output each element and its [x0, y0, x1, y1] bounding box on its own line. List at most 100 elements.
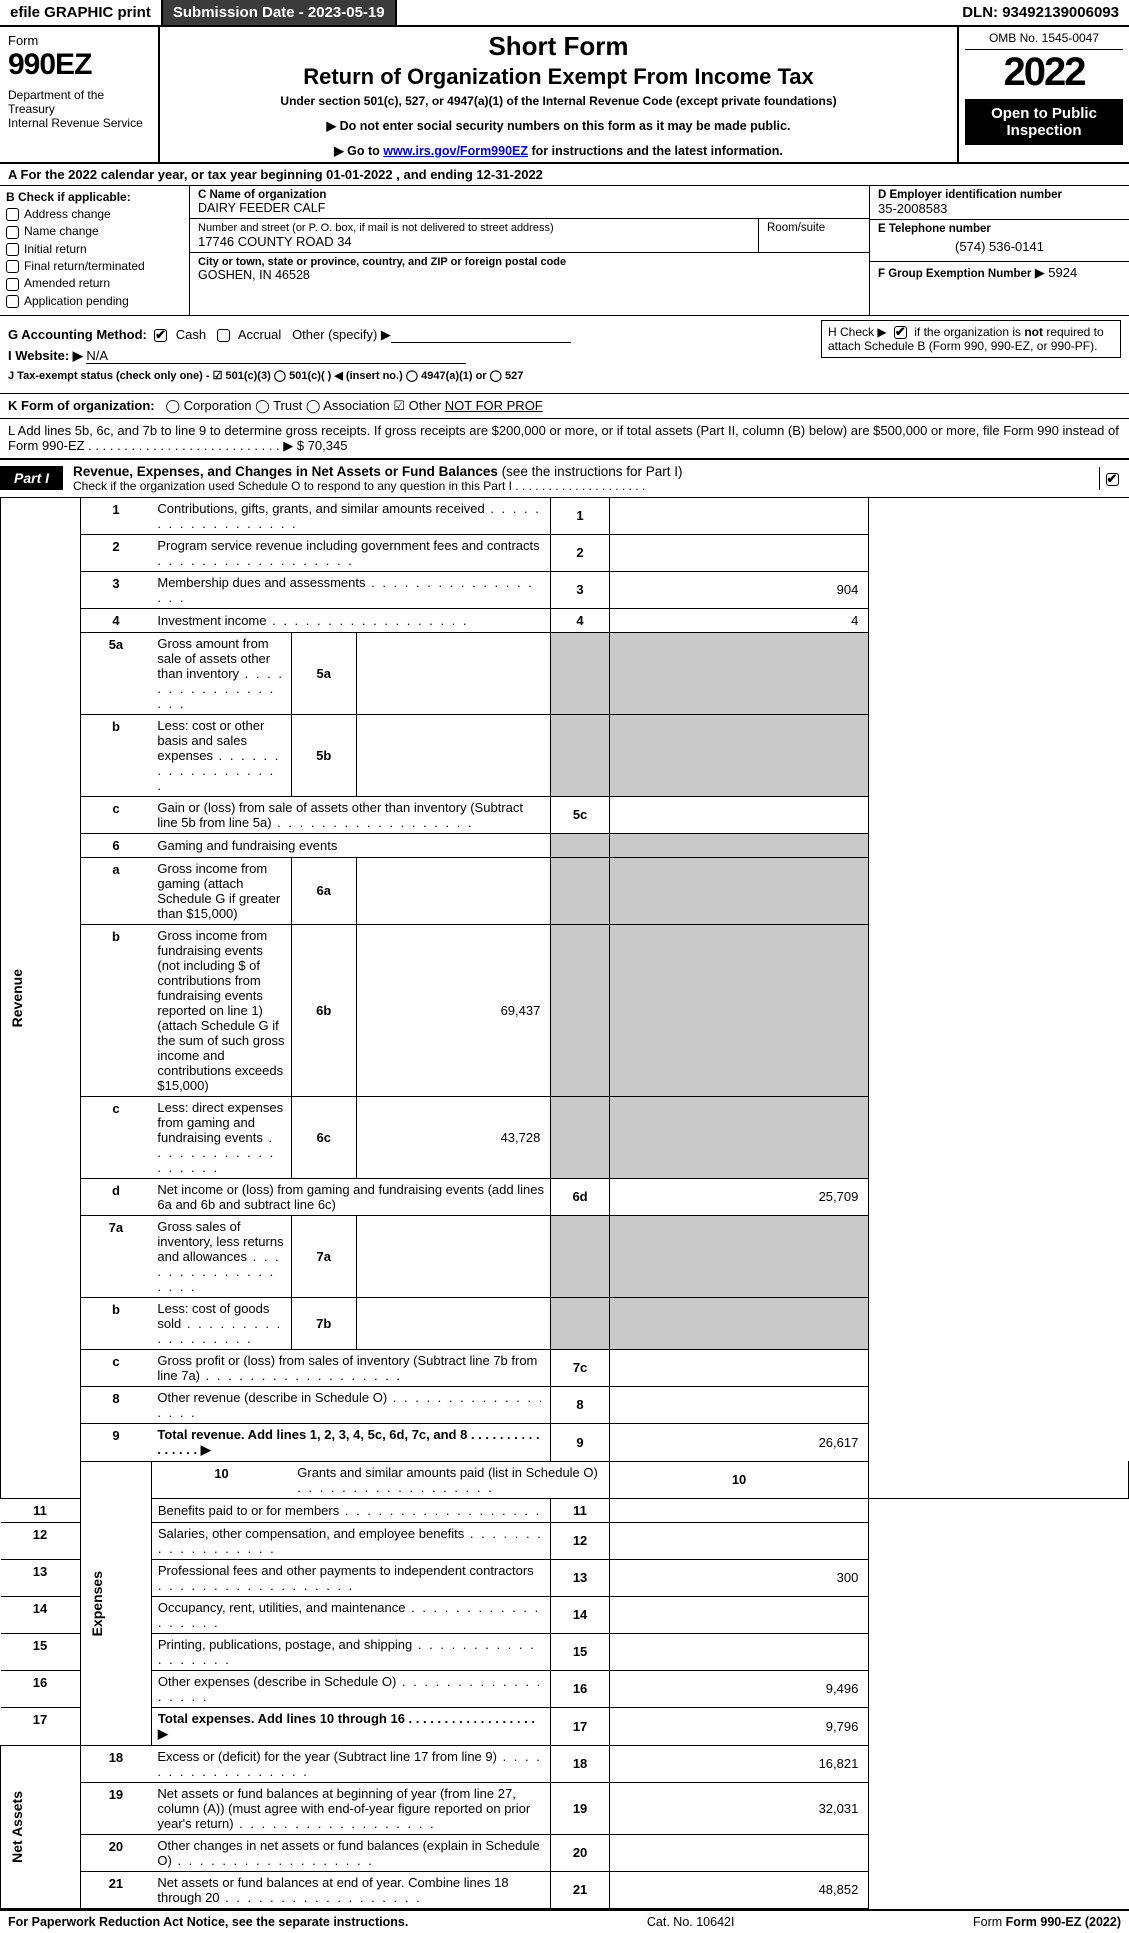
desc-text: Other revenue (describe in Schedule O)	[157, 1390, 387, 1405]
chk-cash[interactable]	[154, 329, 167, 342]
line-19: 19 Net assets or fund balances at beginn…	[1, 1782, 1129, 1834]
line-value: 300	[609, 1559, 869, 1596]
dots-icon	[266, 613, 468, 628]
line-11: 11 Benefits paid to or for members 11	[1, 1498, 1129, 1522]
checkbox-icon	[6, 243, 19, 256]
line-num: 11	[1, 1498, 81, 1522]
desc-text: Contributions, gifts, grants, and simila…	[157, 501, 484, 516]
line-value: 32,031	[609, 1782, 869, 1834]
expenses-side-label: Expenses	[80, 1461, 151, 1745]
irs-link[interactable]: www.irs.gov/Form990EZ	[383, 144, 528, 158]
checkbox-icon	[6, 295, 19, 308]
line-desc: Other revenue (describe in Schedule O)	[151, 1386, 550, 1423]
form-note-1: ▶ Do not enter social security numbers o…	[168, 118, 949, 133]
line-2: 2 Program service revenue including gove…	[1, 534, 1129, 571]
line-ref: 6d	[551, 1178, 609, 1215]
street-label: Number and street (or P. O. box, if mail…	[198, 222, 750, 234]
line-13: 13 Professional fees and other payments …	[1, 1559, 1129, 1596]
line-9: 9 Total revenue. Add lines 1, 2, 3, 4, 5…	[1, 1423, 1129, 1461]
chk-address-change[interactable]: Address change	[6, 207, 183, 221]
part-1-title: Revenue, Expenses, and Changes in Net As…	[63, 460, 692, 497]
chk-amended-return[interactable]: Amended return	[6, 276, 183, 290]
chk-label: Name change	[24, 224, 99, 238]
subline-value: 43,728	[356, 1096, 551, 1178]
line-num: 2	[80, 534, 151, 571]
netassets-side-label: Net Assets	[1, 1745, 81, 1908]
grey-cell	[551, 632, 609, 714]
line-value: 16,821	[609, 1745, 869, 1782]
desc-text: Salaries, other compensation, and employ…	[158, 1526, 464, 1541]
line-8: 8 Other revenue (describe in Schedule O)…	[1, 1386, 1129, 1423]
dots-icon	[339, 1503, 541, 1518]
line-ref: 21	[551, 1871, 609, 1908]
city-value: GOSHEN, IN 46528	[198, 268, 861, 282]
line-desc: Grants and similar amounts paid (list in…	[291, 1461, 609, 1498]
line-value	[609, 796, 869, 833]
note2-pre: ▶ Go to	[334, 144, 383, 158]
chk-final-return[interactable]: Final return/terminated	[6, 259, 183, 273]
row-j-text: J Tax-exempt status (check only one) - ☑…	[8, 370, 523, 382]
line-desc: Net assets or fund balances at beginning…	[151, 1782, 550, 1834]
line-17: 17 Total expenses. Add lines 10 through …	[1, 1707, 1129, 1745]
part-1-title-suffix: (see the instructions for Part I)	[498, 464, 683, 479]
line-ref: 15	[551, 1633, 609, 1670]
revenue-side-label: Revenue	[1, 498, 81, 1499]
row-k-opts: ◯ Corporation ◯ Trust ◯ Association ☑ Ot…	[165, 398, 441, 413]
subline-value	[356, 632, 551, 714]
line-desc: Gross profit or (loss) from sales of inv…	[151, 1349, 550, 1386]
line-value	[869, 1461, 1129, 1498]
dots-icon	[220, 1890, 422, 1905]
line-7c: c Gross profit or (loss) from sales of i…	[1, 1349, 1129, 1386]
omb-number: OMB No. 1545-0047	[965, 31, 1123, 50]
ein-label: D Employer identification number	[878, 189, 1121, 201]
line-desc: Less: cost or other basis and sales expe…	[151, 714, 291, 796]
row-h-text2: if the organization is	[914, 325, 1024, 339]
line-ref: 12	[551, 1522, 609, 1559]
room-suite-cell: Room/suite	[759, 219, 869, 252]
line-5c: c Gain or (loss) from sale of assets oth…	[1, 796, 1129, 833]
line-desc: Gaming and fundraising events	[151, 833, 550, 857]
dots-icon	[157, 553, 353, 568]
chk-initial-return[interactable]: Initial return	[6, 242, 183, 256]
row-h-checkbox[interactable]	[894, 326, 907, 339]
line-value	[609, 1596, 869, 1633]
line-desc: Membership dues and assessments	[151, 571, 550, 608]
footer-right: Form Form 990-EZ (2022)	[973, 1915, 1121, 1929]
line-num: c	[80, 1096, 151, 1178]
line-num: c	[80, 1349, 151, 1386]
grey-cell	[609, 1096, 869, 1178]
chk-application-pending[interactable]: Application pending	[6, 294, 183, 308]
line-14: 14 Occupancy, rent, utilities, and maint…	[1, 1596, 1129, 1633]
group-exemption-value: ▶ 5924	[1035, 265, 1078, 280]
subline-ref: 5a	[291, 632, 356, 714]
chk-accrual[interactable]	[217, 329, 230, 342]
line-num: 1	[80, 498, 151, 535]
form-subtitle: Under section 501(c), 527, or 4947(a)(1)…	[168, 94, 949, 108]
chk-name-change[interactable]: Name change	[6, 224, 183, 238]
col-def: D Employer identification number 35-2008…	[869, 186, 1129, 315]
line-ref: 4	[551, 608, 609, 632]
subline-value	[356, 1215, 551, 1297]
grey-cell	[551, 1096, 609, 1178]
chk-label: Application pending	[24, 294, 129, 308]
part-1-schedO-checkbox[interactable]	[1099, 467, 1129, 490]
line-desc: Net assets or fund balances at end of ye…	[151, 1871, 550, 1908]
line-num: 17	[1, 1707, 81, 1745]
row-h-text1: H Check ▶	[828, 325, 887, 339]
org-name-cell: C Name of organization DAIRY FEEDER CALF	[190, 186, 869, 219]
subline-ref: 6a	[291, 857, 356, 924]
line-num: 13	[1, 1559, 81, 1596]
line-num: 4	[80, 608, 151, 632]
line-desc: Total revenue. Add lines 1, 2, 3, 4, 5c,…	[151, 1423, 550, 1461]
other-specify-input[interactable]	[391, 342, 571, 343]
chk-label: Initial return	[24, 242, 87, 256]
dots-icon	[234, 1816, 436, 1831]
phone-value: (574) 536-0141	[878, 235, 1121, 258]
footer-mid: Cat. No. 10642I	[647, 1915, 735, 1929]
line-desc: Net income or (loss) from gaming and fun…	[151, 1178, 550, 1215]
line-num: 16	[1, 1670, 81, 1707]
desc-text: Printing, publications, postage, and shi…	[158, 1637, 412, 1652]
line-ref: 11	[551, 1498, 609, 1522]
efile-print-label[interactable]: efile GRAPHIC print	[0, 0, 163, 25]
line-num: 15	[1, 1633, 81, 1670]
